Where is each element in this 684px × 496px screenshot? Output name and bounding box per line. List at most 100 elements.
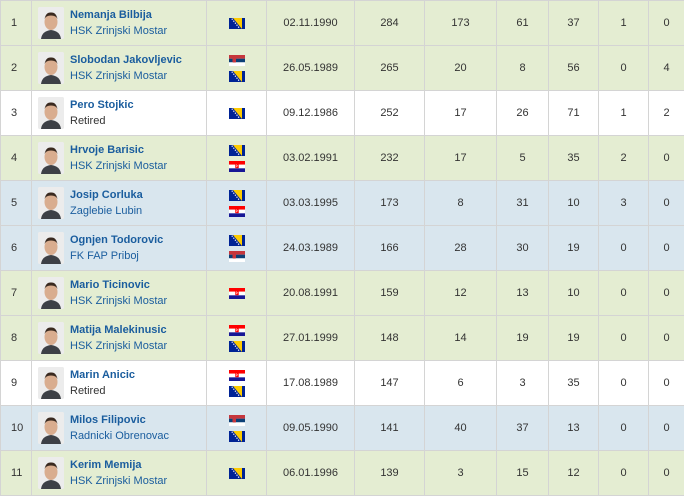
stat-value: 10 xyxy=(567,197,579,209)
stat-value: 35 xyxy=(567,152,579,164)
stat-value: 8 xyxy=(519,62,525,74)
stat-value: 0 xyxy=(620,287,626,299)
stat-cell-6: 0 xyxy=(649,226,684,271)
nationality-cell xyxy=(207,181,267,226)
rank-text: 11 xyxy=(11,467,22,479)
bih-flag-icon xyxy=(229,468,245,479)
player-name-link[interactable]: Pero Stojkic xyxy=(70,97,134,113)
player-avatar[interactable] xyxy=(38,142,64,174)
stat-value: 0 xyxy=(663,17,669,29)
nationality-cell xyxy=(207,316,267,361)
stat-value: 40 xyxy=(454,422,466,434)
player-avatar[interactable] xyxy=(38,457,64,489)
stat-cell-4: 35 xyxy=(549,361,599,406)
stat-cell-3: 13 xyxy=(497,271,549,316)
player-name-link[interactable]: Mario Ticinovic xyxy=(70,277,167,293)
rank-cell: 6 xyxy=(1,226,32,271)
stat-value: 1 xyxy=(620,17,626,29)
player-cell: Ognjen Todorovic FK FAP Priboj xyxy=(32,226,207,271)
stat-value: 31 xyxy=(516,197,528,209)
player-club-link[interactable]: HSK Zrinjski Mostar xyxy=(70,293,167,309)
birth-date-text: 03.03.1995 xyxy=(283,197,338,209)
nationality-cell xyxy=(207,1,267,46)
table-row: 7 Mario Ticinovic HSK Zrinjski Mostar xyxy=(1,271,684,316)
stat-cell-3: 8 xyxy=(497,46,549,91)
stat-cell-3: 31 xyxy=(497,181,549,226)
stat-cell-2: 14 xyxy=(425,316,497,361)
birth-date-cell: 09.05.1990 xyxy=(267,406,355,451)
player-avatar[interactable] xyxy=(38,52,64,84)
stat-cell-3: 5 xyxy=(497,136,549,181)
player-avatar[interactable] xyxy=(38,277,64,309)
player-avatar[interactable] xyxy=(38,232,64,264)
player-club-link[interactable]: HSK Zrinjski Mostar xyxy=(70,158,167,174)
stat-cell-3: 61 xyxy=(497,1,549,46)
rank-cell: 11 xyxy=(1,451,32,496)
player-club-link[interactable]: FK FAP Priboj xyxy=(70,248,163,264)
player-name-link[interactable]: Hrvoje Barisic xyxy=(70,142,167,158)
stat-cell-4: 37 xyxy=(549,1,599,46)
birth-date-cell: 02.11.1990 xyxy=(267,1,355,46)
stat-cell-6: 0 xyxy=(649,406,684,451)
birth-date-text: 06.01.1996 xyxy=(283,467,338,479)
stat-cell-4: 13 xyxy=(549,406,599,451)
stat-value: 0 xyxy=(620,377,626,389)
nationality-cell xyxy=(207,406,267,451)
player-name-link[interactable]: Marin Anicic xyxy=(70,367,135,383)
stat-cell-3: 30 xyxy=(497,226,549,271)
player-club-link[interactable]: HSK Zrinjski Mostar xyxy=(70,338,167,354)
nationality-cell xyxy=(207,226,267,271)
stat-value: 0 xyxy=(663,197,669,209)
birth-date-cell: 03.02.1991 xyxy=(267,136,355,181)
player-cell: Slobodan Jakovljevic HSK Zrinjski Mostar xyxy=(32,46,207,91)
player-club-link[interactable]: Zaglebie Lubin xyxy=(70,203,143,219)
stat-cell-5: 3 xyxy=(599,181,649,226)
player-cell: Josip Corluka Zaglebie Lubin xyxy=(32,181,207,226)
stat-cell-4: 12 xyxy=(549,451,599,496)
rank-text: 9 xyxy=(11,377,17,389)
player-avatar[interactable] xyxy=(38,367,64,399)
player-avatar[interactable] xyxy=(38,322,64,354)
stat-cell-1: 232 xyxy=(355,136,425,181)
birth-date-text: 09.12.1986 xyxy=(283,107,338,119)
bih-flag-icon xyxy=(229,145,245,156)
player-name-link[interactable]: Nemanja Bilbija xyxy=(70,7,167,23)
player-club-link[interactable]: HSK Zrinjski Mostar xyxy=(70,68,182,84)
stat-value: 0 xyxy=(620,332,626,344)
player-name-link[interactable]: Milos Filipovic xyxy=(70,412,169,428)
stat-value: 173 xyxy=(451,17,469,29)
stat-cell-4: 71 xyxy=(549,91,599,136)
table-row: 6 Ognjen Todorovic FK FAP Priboj 24.0 xyxy=(1,226,684,271)
rank-cell: 10 xyxy=(1,406,32,451)
stat-cell-1: 166 xyxy=(355,226,425,271)
player-cell: Mario Ticinovic HSK Zrinjski Mostar xyxy=(32,271,207,316)
stat-cell-4: 10 xyxy=(549,271,599,316)
stat-cell-3: 15 xyxy=(497,451,549,496)
birth-date-cell: 24.03.1989 xyxy=(267,226,355,271)
rank-text: 5 xyxy=(11,197,17,209)
player-club-link[interactable]: HSK Zrinjski Mostar xyxy=(70,473,167,489)
player-avatar[interactable] xyxy=(38,7,64,39)
player-name-link[interactable]: Kerim Memija xyxy=(70,457,167,473)
nationality-cell xyxy=(207,451,267,496)
player-name-link[interactable]: Matija Malekinusic xyxy=(70,322,167,338)
player-club-link[interactable]: Radnicki Obrenovac xyxy=(70,428,169,444)
player-avatar[interactable] xyxy=(38,187,64,219)
stat-value: 0 xyxy=(663,422,669,434)
stat-cell-6: 0 xyxy=(649,181,684,226)
stat-cell-2: 17 xyxy=(425,91,497,136)
stat-cell-2: 6 xyxy=(425,361,497,406)
stat-cell-5: 0 xyxy=(599,46,649,91)
player-status-text: Retired xyxy=(70,113,134,129)
birth-date-text: 26.05.1989 xyxy=(283,62,338,74)
player-club-link[interactable]: HSK Zrinjski Mostar xyxy=(70,23,167,39)
bih-flag-icon xyxy=(229,108,245,119)
stat-value: 284 xyxy=(380,17,398,29)
player-avatar[interactable] xyxy=(38,412,64,444)
stat-value: 5 xyxy=(519,152,525,164)
player-avatar[interactable] xyxy=(38,97,64,129)
player-name-link[interactable]: Slobodan Jakovljevic xyxy=(70,52,182,68)
player-name-link[interactable]: Josip Corluka xyxy=(70,187,143,203)
player-name-link[interactable]: Ognjen Todorovic xyxy=(70,232,163,248)
